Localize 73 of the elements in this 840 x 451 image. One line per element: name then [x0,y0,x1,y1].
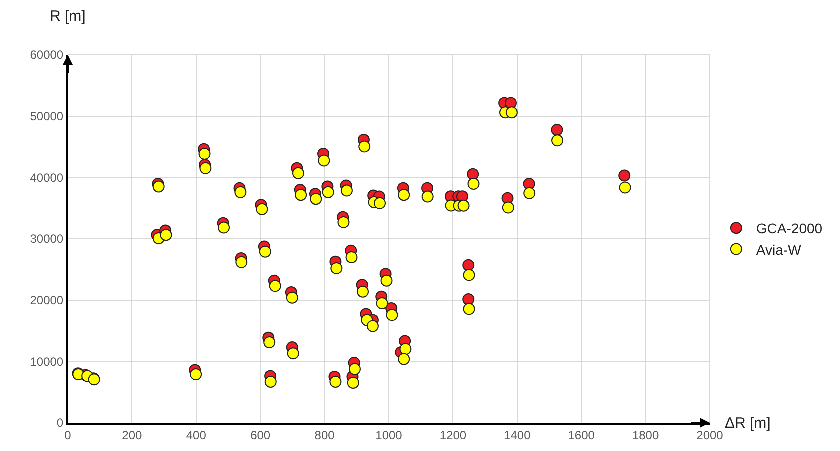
point [462,293,475,306]
y-tick-label: 0 [56,416,64,430]
point [380,274,393,287]
point [256,203,268,216]
point [463,303,476,316]
point [234,186,247,198]
y-tick-label: 10000 [30,354,64,369]
point [295,189,308,202]
point [551,124,564,136]
point [292,167,304,180]
y-tick-label: 60000 [30,48,64,62]
point [348,363,361,376]
point [502,202,514,214]
point [200,162,212,174]
point [318,154,330,167]
y-tick-label: 20000 [30,294,64,308]
x-tick-label: 1400 [504,428,532,442]
point [398,353,410,366]
x-tick-label: 200 [122,428,143,442]
x-tick-label: 1600 [568,428,596,442]
point [422,190,434,203]
x-tick-label: 1000 [376,428,403,442]
point [152,180,165,193]
point [468,178,480,190]
y-axis-title: R [m] [50,8,86,25]
legend-label: GCA-2000 [756,220,823,237]
x-tick-label: 1200 [440,428,467,442]
point [552,134,564,147]
point [357,286,369,298]
point [347,376,360,389]
point [467,168,480,180]
point [264,376,277,388]
point [400,343,412,356]
x-axis-title: ΔR [m] [725,415,771,432]
point [374,197,386,210]
point [259,246,272,258]
x-tick-label: 600 [250,428,271,442]
y-tick-label: 30000 [30,232,64,246]
point [322,186,334,198]
point [287,348,300,360]
x-tick-label: 400 [186,428,207,442]
point [198,148,211,160]
x-tick-label: 2000 [696,428,724,442]
point [346,251,358,264]
point [398,189,410,202]
legend-label: Avia-W [756,242,802,258]
point [524,187,536,200]
y-tick-label: 40000 [30,170,64,185]
point [463,269,476,282]
point [358,140,371,153]
point [618,170,631,182]
point [330,262,343,274]
point [506,106,518,119]
point [286,292,298,304]
x-tick-label: 1800 [632,428,660,442]
point [269,280,282,292]
y-tick-label: 50000 [30,110,64,124]
point [160,229,172,242]
point [619,182,632,194]
point [338,216,350,228]
point [330,376,342,388]
point [386,309,398,322]
point [340,184,353,197]
point [190,368,202,381]
point [376,297,388,310]
point [458,200,470,212]
point [310,193,322,206]
point [462,259,475,272]
point [366,320,379,332]
point [218,222,230,234]
x-tick-label: 800 [314,428,336,442]
point [264,336,276,349]
point [236,256,248,268]
